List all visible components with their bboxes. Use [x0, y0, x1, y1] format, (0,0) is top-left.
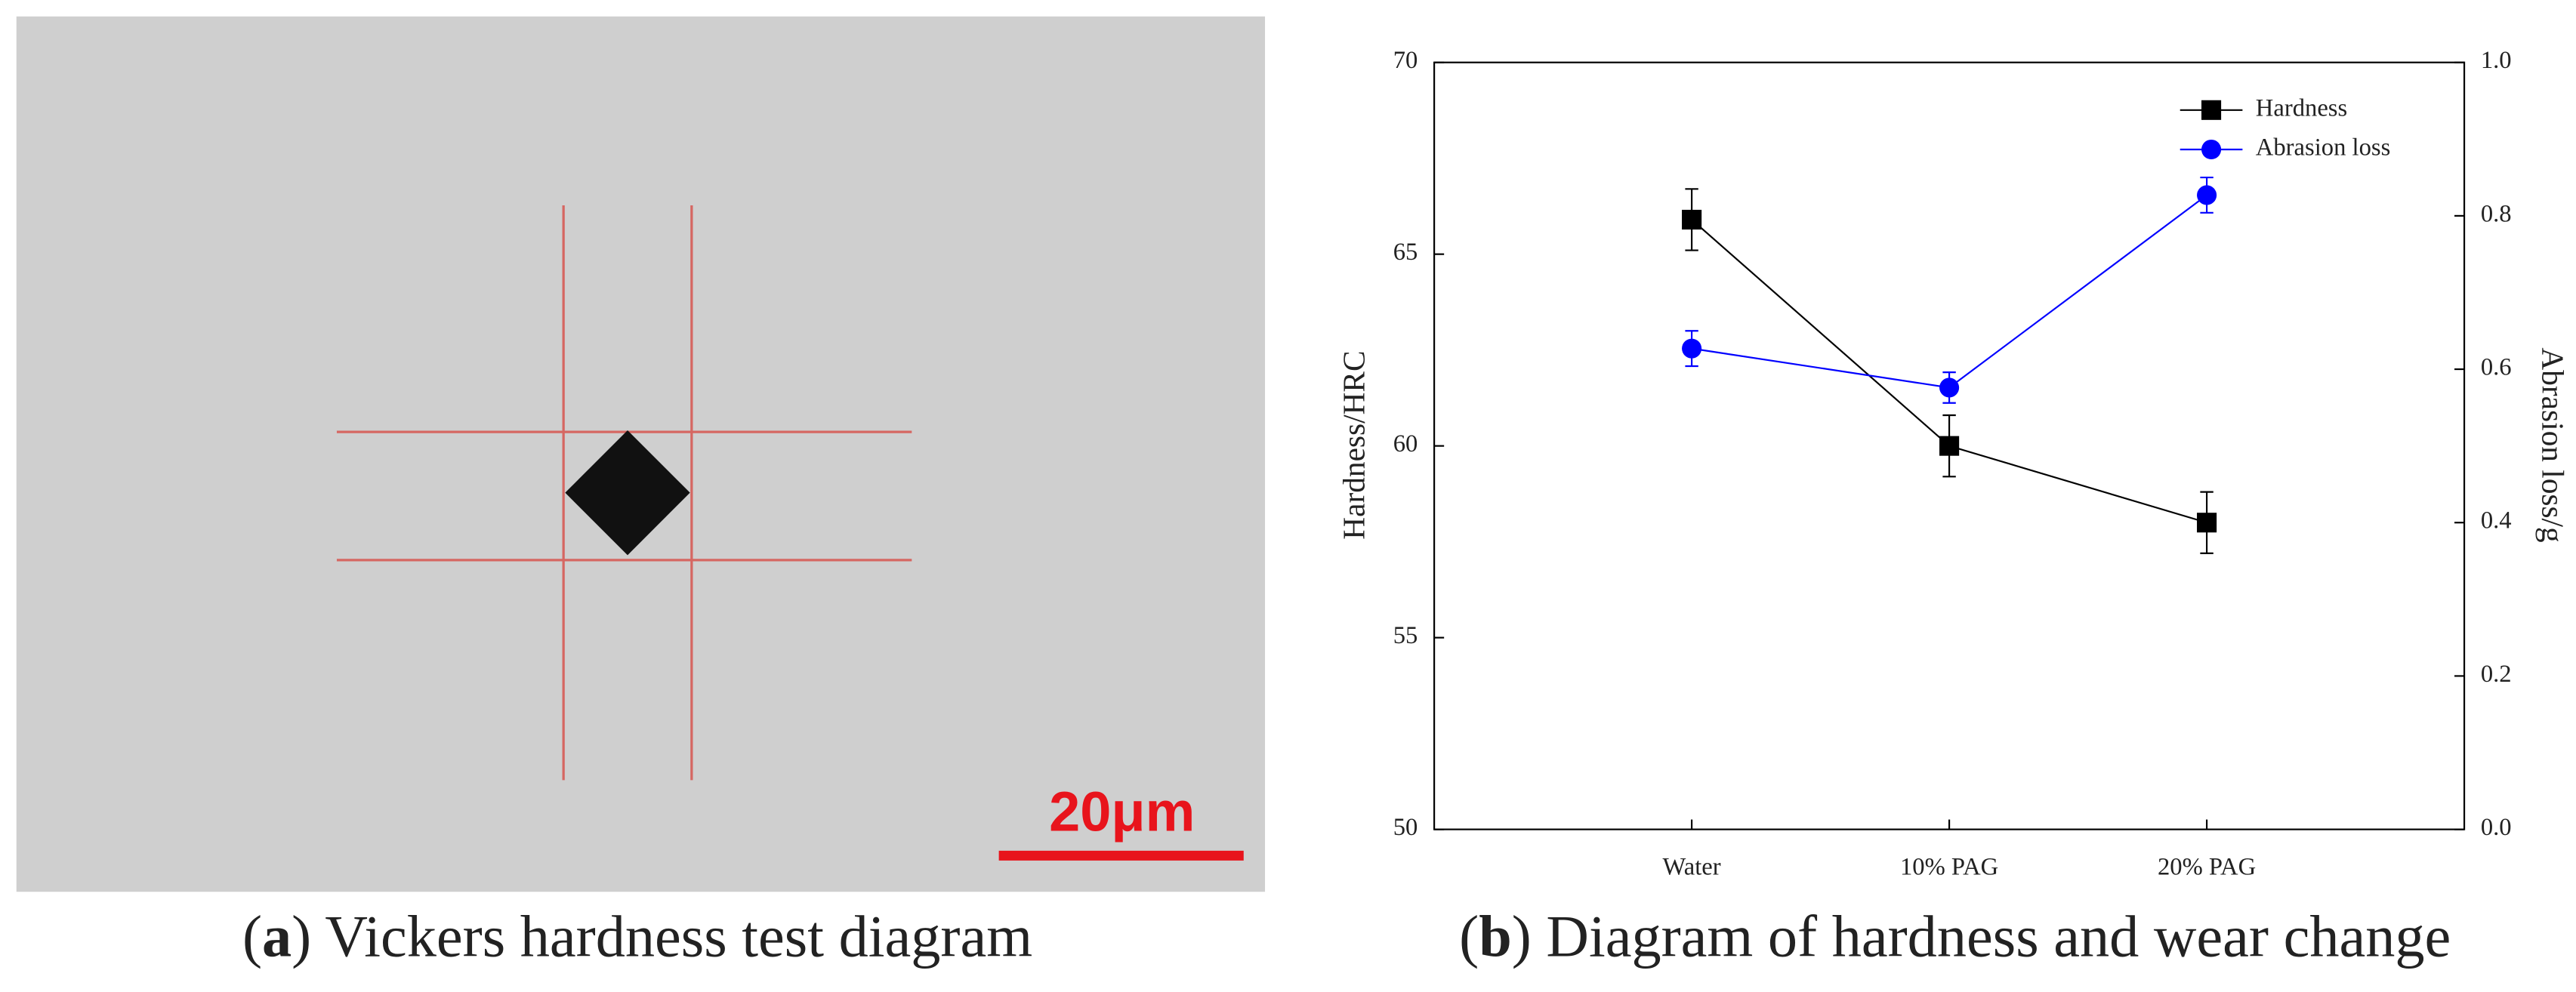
y2-axis-label: Abrasion loss/g — [2536, 347, 2571, 542]
y-tick-label: 60 — [1393, 430, 1418, 457]
series-line — [1691, 194, 2207, 389]
y2-tick-label: 1.0 — [2481, 47, 2512, 74]
legend-label: Hardness — [2256, 94, 2347, 122]
data-point — [2197, 185, 2217, 205]
scale-bar-label: 20μm — [1049, 781, 1195, 843]
caption-label: a — [262, 904, 292, 969]
y2-tick-label: 0.4 — [2481, 507, 2512, 535]
caption-open: ( — [242, 904, 262, 969]
data-point — [1682, 338, 1702, 359]
caption-text: ) Diagram of hardness and wear change — [1512, 904, 2451, 969]
y-tick-label: 70 — [1393, 47, 1418, 74]
y2-tick-label: 0.0 — [2481, 814, 2512, 841]
legend-marker — [2201, 100, 2222, 120]
y2-tick-label: 0.6 — [2481, 354, 2512, 381]
y-axis-label: Hardness/HRC — [1336, 350, 1371, 539]
legend-marker — [2201, 139, 2222, 160]
caption-text: ) Vickers hardness test diagram — [292, 904, 1032, 969]
micrograph: 20μm — [16, 16, 1266, 892]
caption-open: ( — [1459, 904, 1479, 969]
caption: (a) Vickers hardness test diagram — [242, 904, 1032, 969]
data-point — [1939, 377, 1960, 398]
y-tick-label: 50 — [1393, 814, 1418, 841]
y-tick-label: 55 — [1393, 622, 1418, 649]
x-tick-label: Water — [1663, 853, 1721, 880]
x-tick-label: 10% PAG — [1900, 853, 1998, 880]
data-point — [2197, 513, 2217, 533]
x-tick-label: 20% PAG — [2158, 853, 2256, 880]
legend-label: Abrasion loss — [2256, 134, 2391, 161]
caption-label: b — [1479, 904, 1512, 969]
data-point — [1682, 209, 1702, 230]
caption: (b) Diagram of hardness and wear change — [1459, 904, 2451, 969]
y-tick-label: 65 — [1393, 239, 1418, 266]
y2-tick-label: 0.8 — [2481, 200, 2512, 227]
data-point — [1939, 436, 1960, 456]
y2-tick-label: 0.2 — [2481, 661, 2512, 688]
